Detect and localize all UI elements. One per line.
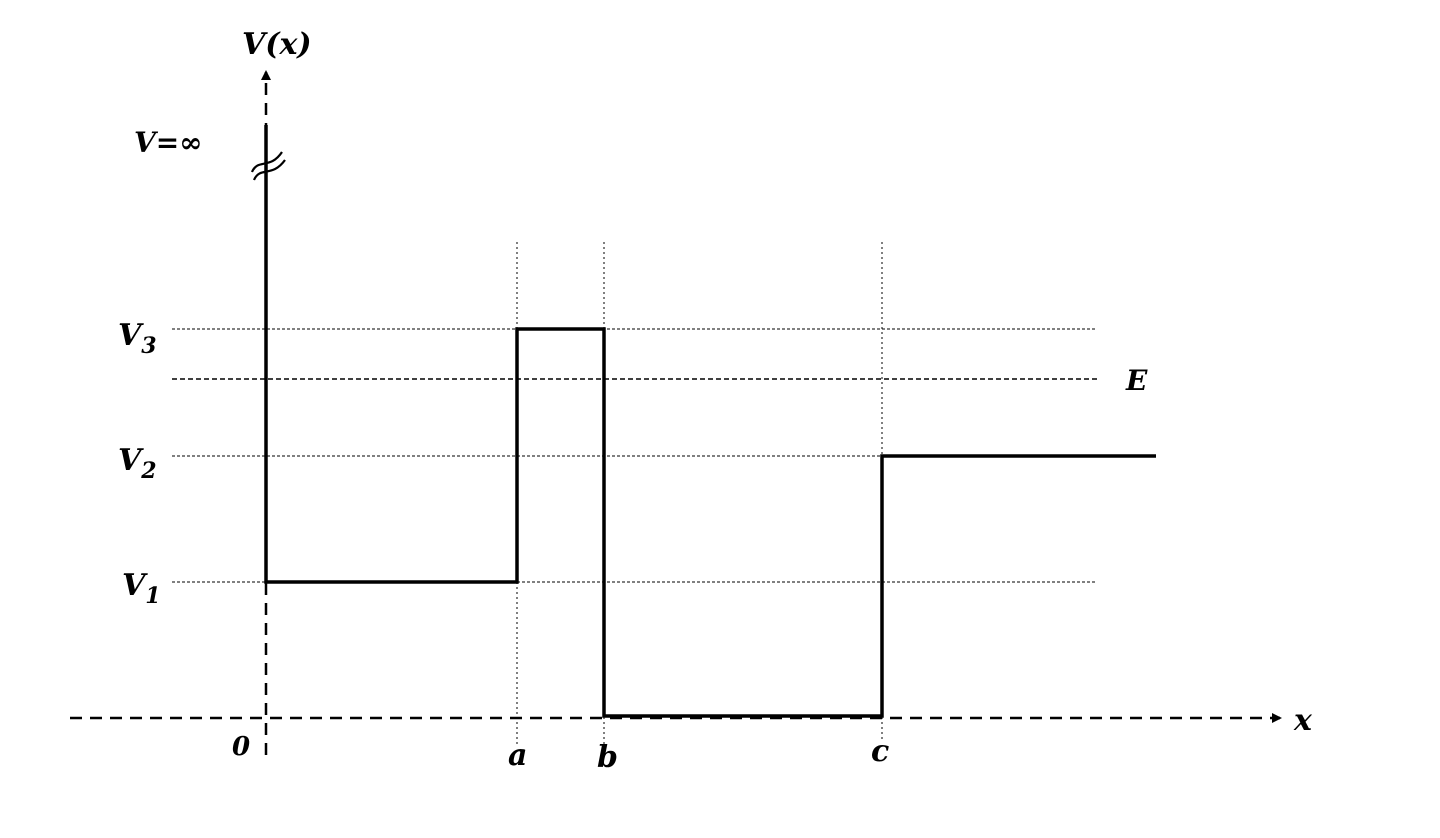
y-axis-label: V(x) — [242, 27, 312, 62]
potential-curve — [264, 125, 1156, 718]
position-c-label: c — [871, 734, 889, 769]
energy-label: E — [1125, 364, 1148, 397]
infinite-wall-label: V=∞ — [134, 126, 203, 159]
axis-break-icon — [250, 151, 286, 181]
origin-label: 0 — [232, 732, 250, 762]
v2-label: V2 — [118, 443, 157, 484]
position-a-label: a — [508, 738, 527, 773]
position-b-label: b — [597, 740, 618, 775]
v1-label: V1 — [122, 568, 161, 609]
v3-label: V3 — [118, 318, 157, 359]
x-axis-label: x — [1293, 703, 1313, 738]
